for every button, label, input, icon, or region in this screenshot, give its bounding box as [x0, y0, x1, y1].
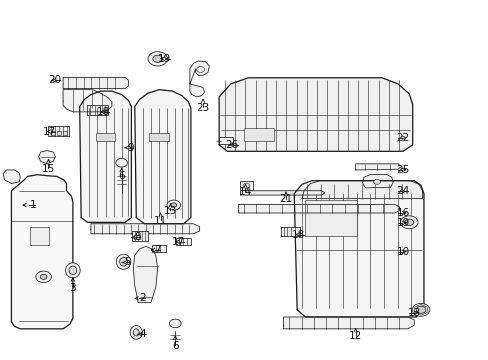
Text: 7: 7 [154, 245, 161, 255]
Polygon shape [39, 150, 55, 164]
Bar [149, 133, 168, 140]
Circle shape [243, 183, 249, 188]
Text: 24: 24 [396, 186, 409, 197]
Circle shape [166, 200, 180, 210]
Bar [152, 244, 165, 252]
Text: 20: 20 [48, 75, 61, 85]
Text: 16: 16 [396, 208, 409, 218]
Circle shape [148, 51, 167, 66]
Bar [239, 181, 253, 190]
Bar [219, 137, 232, 144]
Bar [57, 131, 61, 135]
Polygon shape [11, 175, 73, 329]
Circle shape [411, 303, 429, 316]
Circle shape [404, 219, 413, 226]
Polygon shape [189, 61, 209, 84]
Text: 13: 13 [163, 206, 177, 216]
Text: 13: 13 [407, 308, 421, 318]
Bar [30, 227, 49, 244]
Polygon shape [63, 90, 112, 112]
Bar [281, 226, 299, 235]
Text: 18: 18 [291, 230, 305, 239]
Text: 21: 21 [279, 194, 292, 204]
Text: 3: 3 [69, 283, 76, 293]
Polygon shape [355, 164, 401, 170]
Bar [176, 238, 190, 245]
Text: 1: 1 [30, 200, 37, 210]
Polygon shape [63, 77, 128, 89]
Polygon shape [294, 181, 423, 317]
Circle shape [196, 67, 204, 72]
Circle shape [400, 216, 417, 229]
Ellipse shape [116, 254, 131, 269]
Ellipse shape [69, 266, 77, 275]
Polygon shape [238, 204, 399, 213]
Polygon shape [80, 91, 131, 222]
Circle shape [373, 179, 380, 184]
Text: 10: 10 [396, 247, 409, 257]
Polygon shape [219, 78, 412, 151]
Circle shape [415, 306, 425, 314]
Text: 19: 19 [396, 218, 409, 228]
Text: 19: 19 [157, 54, 170, 64]
Bar [48, 126, 69, 136]
Text: 6: 6 [172, 341, 178, 351]
Text: 17: 17 [172, 237, 185, 247]
Bar [243, 128, 273, 141]
Text: 6: 6 [118, 171, 124, 181]
Text: 22: 22 [396, 133, 409, 143]
Circle shape [169, 319, 181, 328]
Bar [132, 231, 148, 241]
Circle shape [40, 274, 47, 279]
Ellipse shape [65, 263, 80, 278]
Polygon shape [91, 224, 199, 234]
Polygon shape [135, 90, 190, 224]
Text: 17: 17 [43, 127, 56, 136]
Polygon shape [189, 84, 204, 97]
Circle shape [153, 55, 162, 62]
Bar [96, 133, 115, 140]
Text: 26: 26 [225, 140, 238, 150]
Bar [51, 131, 55, 135]
Bar [305, 200, 356, 235]
Text: 8: 8 [134, 232, 141, 242]
Polygon shape [362, 175, 392, 188]
Ellipse shape [130, 325, 142, 339]
Bar [63, 131, 67, 135]
Bar [87, 105, 108, 115]
Text: 15: 15 [42, 164, 55, 174]
Polygon shape [3, 170, 20, 184]
Circle shape [116, 158, 127, 167]
Polygon shape [283, 317, 413, 329]
Text: 2: 2 [139, 293, 146, 303]
Polygon shape [240, 191, 325, 195]
Polygon shape [302, 181, 422, 199]
Text: 12: 12 [348, 331, 362, 341]
Text: 4: 4 [140, 329, 146, 339]
Ellipse shape [120, 257, 127, 266]
Text: 5: 5 [124, 257, 131, 267]
Ellipse shape [133, 329, 139, 336]
Text: 25: 25 [396, 165, 409, 175]
Text: 11: 11 [154, 216, 167, 226]
Polygon shape [133, 246, 158, 303]
Text: 9: 9 [127, 143, 134, 153]
Text: 14: 14 [238, 187, 252, 197]
Circle shape [170, 203, 176, 207]
Circle shape [36, 271, 51, 283]
Bar [134, 234, 140, 239]
Text: 23: 23 [196, 103, 209, 113]
Text: 18: 18 [97, 107, 110, 117]
